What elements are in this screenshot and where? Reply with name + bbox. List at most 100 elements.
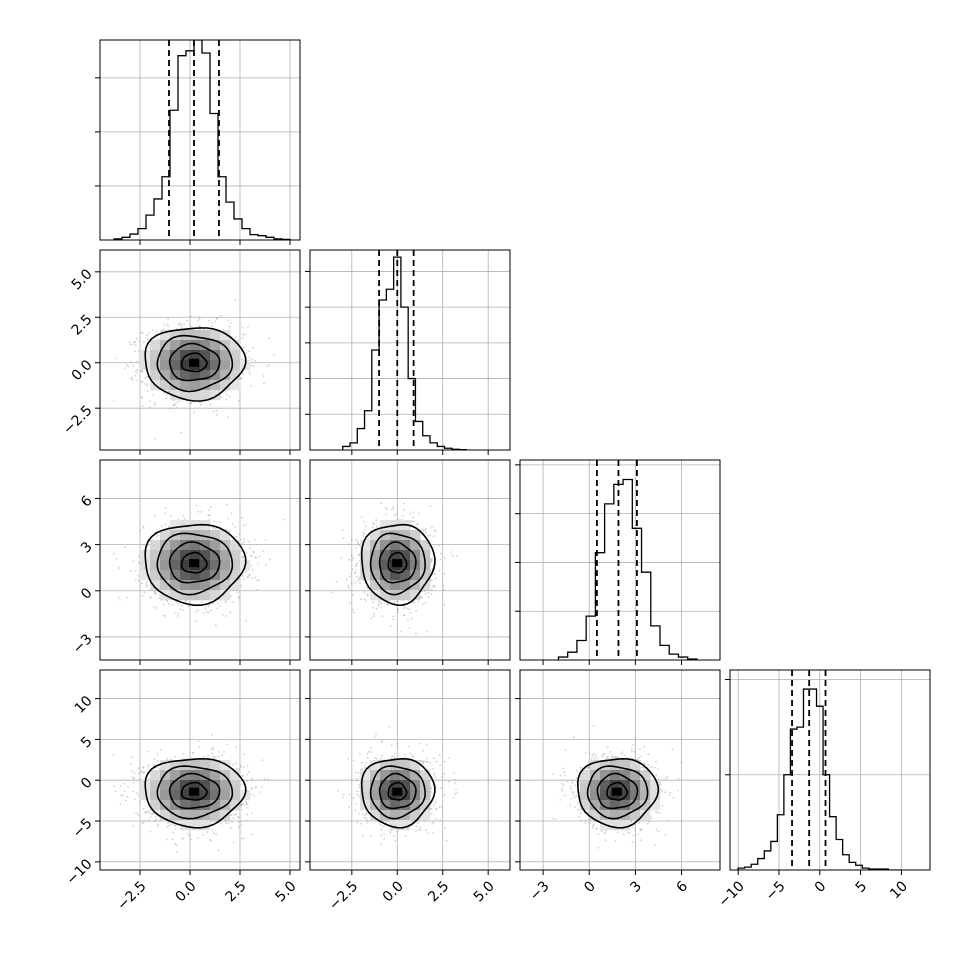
density-cell	[380, 580, 391, 591]
scatter-point	[216, 607, 219, 610]
scatter-point	[255, 556, 258, 559]
density-cell	[180, 580, 191, 591]
density-cell	[400, 580, 411, 591]
scatter-point	[144, 376, 147, 379]
scatter-point	[251, 346, 254, 349]
scatter-point	[262, 550, 265, 553]
scatter-point	[212, 410, 215, 413]
scatter-point	[190, 315, 192, 318]
scatter-point	[236, 767, 238, 770]
scatter-point	[410, 520, 413, 523]
scatter-point	[166, 757, 169, 760]
scatter-point	[131, 379, 134, 382]
density-cell	[160, 570, 171, 581]
scatter-point	[216, 317, 219, 320]
scatter-point	[241, 326, 244, 329]
scatter-point	[185, 600, 187, 602]
density-cell	[210, 340, 221, 351]
scatter-point	[163, 614, 166, 617]
scatter-point	[175, 406, 178, 409]
scatter-point	[250, 385, 253, 387]
scatter-point	[407, 619, 409, 622]
scatter-point	[426, 535, 429, 537]
density-cell	[180, 590, 191, 601]
scatter-point	[200, 404, 202, 406]
scatter-point	[432, 535, 435, 537]
scatter-point	[251, 577, 254, 580]
density-cell	[210, 550, 221, 561]
density-cell	[360, 540, 371, 551]
scatter-point	[197, 319, 200, 322]
scatter-point	[434, 530, 437, 533]
density-cell	[160, 560, 171, 571]
scatter-point	[434, 577, 437, 580]
density-cell	[220, 370, 231, 381]
scatter-point	[431, 526, 433, 529]
scatter-point	[240, 803, 243, 806]
density-cell	[230, 360, 241, 371]
scatter-point	[147, 390, 149, 393]
density-cell	[180, 390, 191, 401]
scatter-point	[172, 404, 175, 406]
scatter-point	[153, 401, 156, 404]
scatter-point	[412, 511, 415, 513]
scatter-point	[387, 604, 389, 607]
scatter-point	[129, 343, 132, 346]
scatter-point	[409, 611, 412, 614]
density-cell	[220, 580, 231, 591]
density-cell	[180, 380, 191, 391]
scatter-point	[154, 592, 157, 595]
scatter-point	[140, 370, 143, 373]
density-cell	[160, 350, 171, 361]
scatter-point	[216, 414, 218, 416]
scatter-point	[358, 554, 361, 556]
scatter-point	[196, 837, 199, 840]
scatter-point	[195, 504, 198, 507]
scatter-point	[233, 813, 235, 816]
scatter-point	[130, 570, 132, 572]
scatter-point	[430, 558, 433, 561]
scatter-point	[443, 572, 446, 575]
density-cell	[410, 540, 421, 551]
scatter-point	[230, 512, 233, 515]
density-cell	[160, 530, 171, 541]
scatter-point	[372, 606, 375, 609]
scatter-point	[234, 299, 237, 302]
scatter-point	[195, 610, 197, 613]
scatter-point	[373, 613, 376, 615]
density-cell	[370, 580, 381, 591]
scatter-point	[438, 569, 441, 572]
density-cell	[200, 330, 211, 341]
scatter-point	[154, 404, 156, 406]
contour-line	[369, 532, 426, 596]
scatter-point	[134, 341, 137, 344]
scatter-point	[206, 611, 209, 614]
scatter-point	[126, 596, 128, 599]
scatter-point	[221, 754, 224, 757]
scatter-point	[214, 320, 217, 323]
density-cell	[170, 580, 181, 591]
density-cell	[200, 350, 211, 361]
scatter-point	[141, 396, 143, 398]
density-cell	[220, 560, 231, 571]
scatter-point	[162, 328, 165, 331]
density-cell	[390, 570, 401, 581]
scatter-point	[133, 341, 135, 343]
scatter-point	[400, 630, 402, 633]
scatter-point	[180, 432, 183, 434]
density-cell	[220, 340, 231, 351]
scatter-point	[431, 579, 433, 581]
scatter-point	[357, 542, 359, 545]
density-cell	[230, 370, 241, 381]
density-cell	[160, 360, 171, 371]
scatter-point	[396, 611, 399, 614]
density-cell	[160, 540, 171, 551]
scatter-point	[254, 556, 257, 559]
scatter-point	[236, 591, 239, 594]
scatter-point	[214, 528, 217, 530]
density-cell	[170, 570, 181, 581]
scatter-point	[136, 379, 138, 382]
scatter-point	[358, 544, 361, 546]
scatter-point	[147, 332, 150, 334]
scatter-point	[208, 509, 211, 511]
